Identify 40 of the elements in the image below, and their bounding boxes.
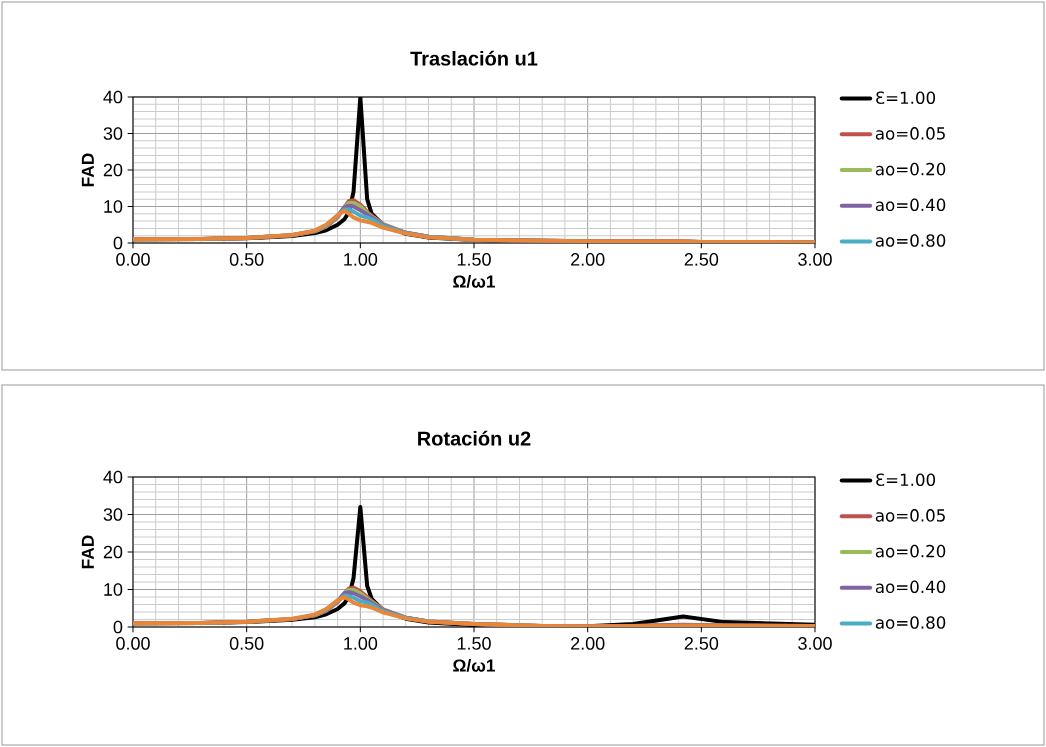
- x-tick-label: 1.00: [344, 637, 378, 650]
- legend-label: Ɛ=1.00: [876, 473, 936, 487]
- x-axis-title: Ω/ω1: [453, 658, 496, 672]
- y-tick-label: 30: [103, 127, 123, 140]
- x-tick-label: 0.00: [116, 637, 150, 650]
- y-axis-title: FAD: [81, 535, 94, 569]
- x-tick-label: 2.50: [684, 253, 719, 266]
- x-tick-label: 1.50: [457, 637, 491, 650]
- legend-label: ao=0.20: [875, 544, 946, 558]
- legend-label: ao=0.80: [875, 234, 946, 247]
- y-tick-label: 0: [113, 620, 123, 634]
- x-tick-label: 2.00: [571, 253, 605, 266]
- x-tick-label: 1.50: [457, 253, 491, 266]
- legend-label: ao=0.40: [875, 198, 946, 212]
- legend-label: ao=0.05: [875, 509, 945, 522]
- y-tick-label: 30: [103, 508, 123, 521]
- chart-title: Traslación u1: [410, 50, 538, 66]
- y-tick-label: 40: [103, 470, 123, 484]
- legend-label: Ɛ=1.00: [876, 91, 936, 105]
- x-tick-label: 3.00: [798, 637, 832, 650]
- legend-label: ao=0.80: [875, 616, 946, 629]
- x-tick-label: 1.00: [344, 253, 378, 266]
- x-tick-label: 3.00: [798, 253, 832, 266]
- y-tick-label: 0: [113, 236, 123, 250]
- legend-label: ao=0.20: [875, 162, 946, 176]
- x-axis-title: Ω/ω1: [453, 274, 496, 288]
- x-tick-label: 0.50: [229, 637, 264, 650]
- x-tick-label: 0.50: [229, 253, 264, 266]
- y-axis-title: FAD: [81, 153, 94, 187]
- y-tick-label: 20: [103, 163, 123, 177]
- y-tick-label: 10: [104, 583, 123, 596]
- chart-title: Rotación u2: [418, 430, 531, 446]
- y-tick-label: 10: [104, 200, 123, 213]
- x-tick-label: 2.00: [571, 637, 605, 650]
- legend-label: ao=0.40: [875, 580, 946, 594]
- x-tick-label: 0.00: [116, 253, 150, 266]
- y-tick-label: 20: [103, 545, 123, 559]
- legend-label: ao=0.05: [875, 127, 945, 140]
- y-tick-label: 40: [103, 90, 123, 104]
- x-tick-label: 2.50: [684, 637, 719, 650]
